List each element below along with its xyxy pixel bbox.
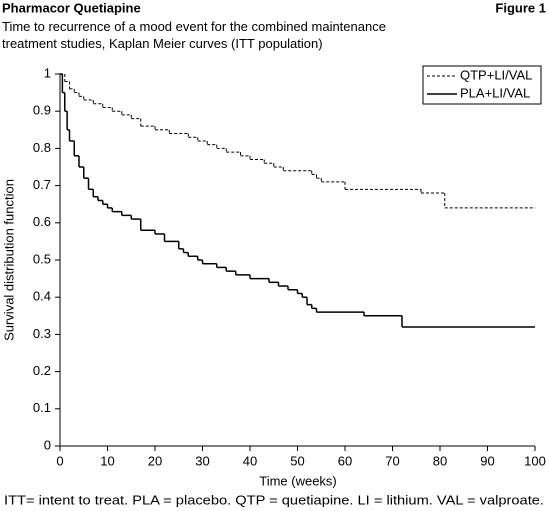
x-tick-label: 60 <box>338 453 352 468</box>
chart-title: Time to recurrence of a mood event for t… <box>2 19 386 51</box>
x-tick-label: 90 <box>480 453 494 468</box>
y-tick-label: 1 <box>44 65 51 80</box>
x-tick-label: 50 <box>290 453 304 468</box>
figure-label: Figure 1 <box>495 0 546 15</box>
x-tick-label: 40 <box>243 453 257 468</box>
y-tick-label: 0.7 <box>33 177 51 192</box>
y-tick-label: 0.1 <box>33 400 51 415</box>
x-tick-label: 10 <box>100 453 114 468</box>
y-tick-label: 0.9 <box>33 103 51 118</box>
footnote: ITT= intent to treat. PLA = placebo. QTP… <box>4 492 544 507</box>
x-axis-label: Time (weeks) <box>259 473 337 488</box>
x-tick-label: 80 <box>433 453 447 468</box>
y-tick-label: 0.2 <box>33 363 51 378</box>
x-tick-label: 100 <box>524 453 546 468</box>
y-tick-label: 0 <box>44 437 51 452</box>
y-tick-label: 0.3 <box>33 326 51 341</box>
legend-box <box>422 65 542 105</box>
x-tick-label: 0 <box>56 453 63 468</box>
y-axis-label: Survival distribution function <box>1 179 16 341</box>
y-tick-label: 0.8 <box>33 140 51 155</box>
x-tick-label: 70 <box>385 453 399 468</box>
y-tick-label: 0.6 <box>33 214 51 229</box>
y-tick-label: 0.4 <box>33 289 51 304</box>
x-tick-label: 30 <box>195 453 209 468</box>
legend-label: QTP+LI/VAL <box>460 67 532 82</box>
x-tick-label: 20 <box>148 453 162 468</box>
y-tick-label: 0.5 <box>33 251 51 266</box>
legend-label: PLA+LI/VAL <box>460 85 530 100</box>
page-title: Pharmacor Quetiapine <box>2 0 141 15</box>
